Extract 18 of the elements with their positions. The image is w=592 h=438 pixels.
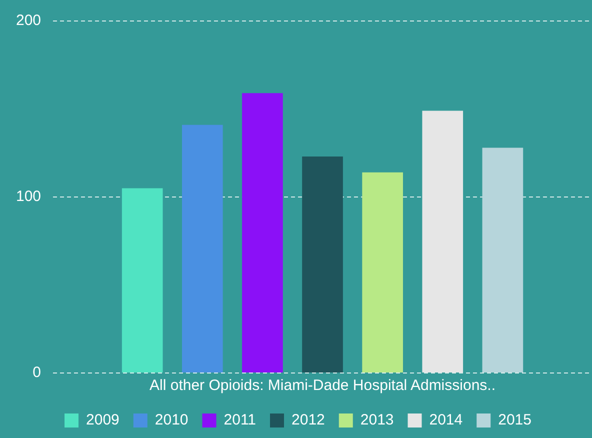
bar [182, 124, 223, 372]
bar [122, 188, 163, 372]
legend-label: 2014 [429, 412, 463, 429]
legend-label: 2015 [498, 412, 532, 429]
bar [302, 156, 343, 372]
legend-label: 2013 [360, 412, 394, 429]
bar [482, 148, 524, 372]
y-tick-label: 200 [16, 12, 42, 30]
y-tick-label: 0 [32, 364, 42, 382]
bar [362, 172, 403, 372]
bar [422, 110, 464, 372]
bar [242, 93, 283, 372]
legend-label: 2009 [86, 412, 120, 429]
legend-label: 2012 [292, 412, 325, 429]
x-tick-label: All other Opioids: Miami-Dade Hospital Admissions.. [150, 377, 496, 394]
y-tick-label: 100 [16, 188, 42, 206]
legend-label: 2010 [154, 412, 188, 429]
legend-label: 2011 [224, 412, 256, 429]
